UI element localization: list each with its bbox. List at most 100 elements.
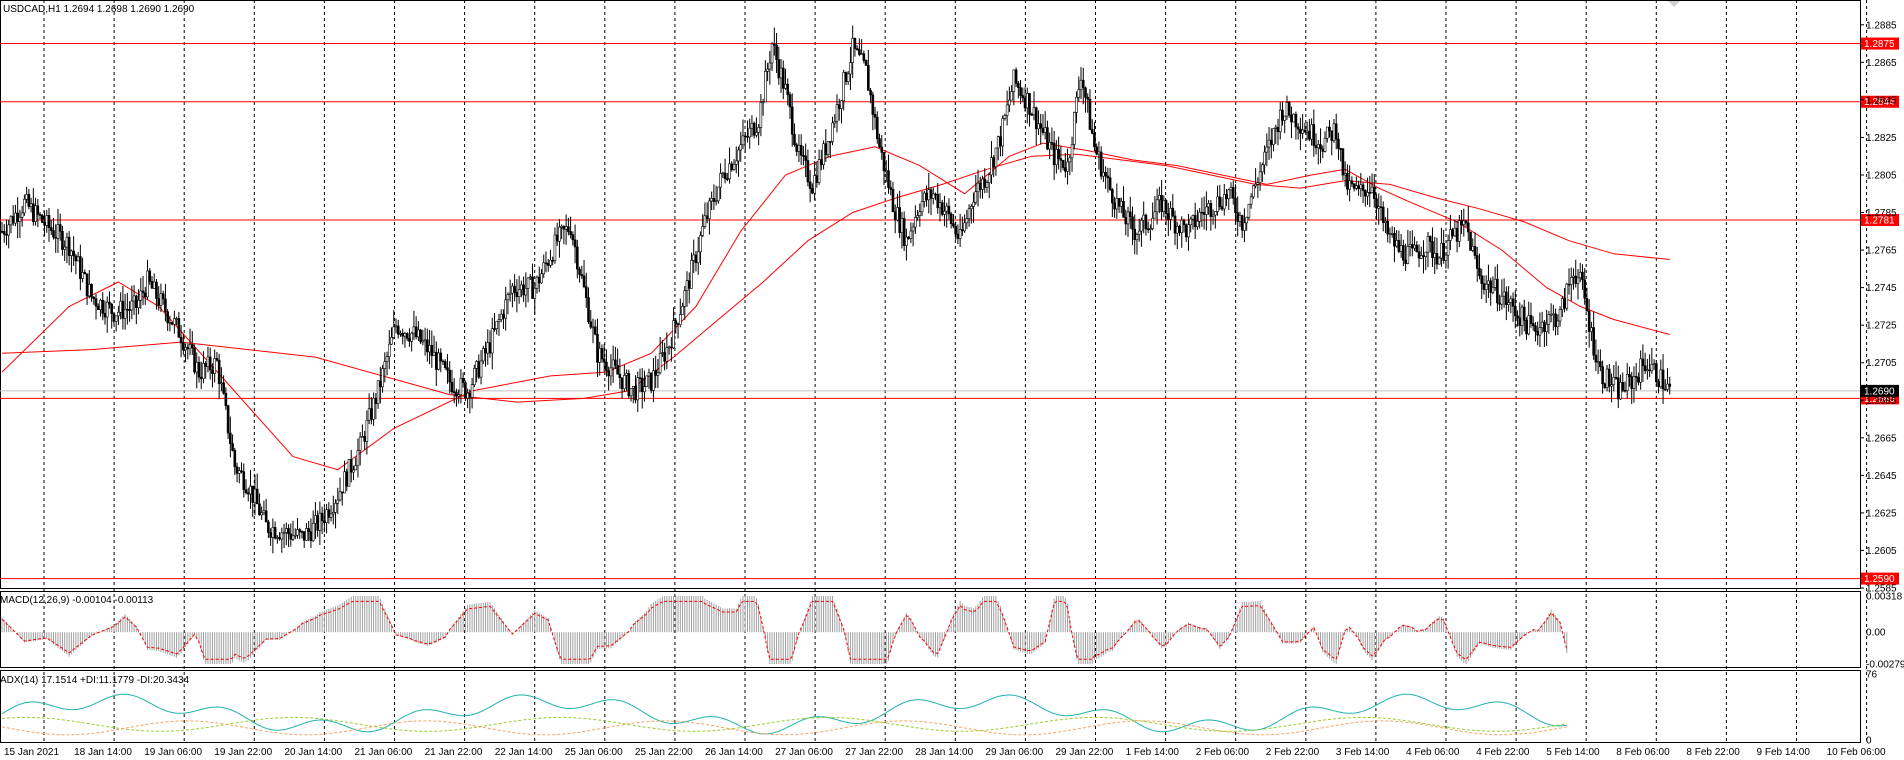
candle-body (184, 347, 187, 351)
candle-body (1578, 271, 1582, 279)
candle-body (983, 178, 987, 188)
candle-body (1498, 302, 1501, 305)
candle-body (88, 283, 91, 297)
candle-body (1225, 194, 1228, 200)
candle-body (627, 373, 631, 397)
candle-body (589, 321, 593, 328)
candle-body (828, 141, 832, 143)
candle-body (649, 372, 653, 391)
candle-body (1205, 206, 1208, 215)
candle-body (96, 305, 100, 310)
candle-body (1034, 107, 1038, 130)
candle-body (1218, 196, 1222, 207)
candle-body (352, 469, 355, 473)
candle-body (493, 328, 496, 330)
candle-body (1299, 128, 1302, 134)
candle-body (405, 333, 409, 339)
candle-body (842, 72, 846, 102)
candle-body (1070, 144, 1074, 159)
scroll-marker-icon[interactable] (1668, 1, 1680, 7)
candle-body (1043, 127, 1047, 133)
candle-body (143, 292, 147, 298)
candle-body (1200, 211, 1204, 214)
candle-body (1332, 123, 1336, 141)
candle-body (1599, 361, 1602, 368)
candle-body (137, 299, 140, 309)
candle-body (784, 83, 787, 89)
candle-body (806, 160, 810, 183)
candle-body (1648, 369, 1651, 372)
candle-body (193, 347, 196, 373)
candle-body (105, 301, 109, 318)
candle-body (1552, 313, 1555, 316)
candle-body (732, 164, 736, 171)
candle-body (85, 273, 89, 297)
candle-body (797, 144, 801, 152)
candle-body (72, 250, 75, 257)
candle-body (1359, 184, 1363, 189)
candle-body (408, 338, 411, 342)
candle-body (329, 513, 333, 518)
time-tick-label: 27 Jan 06:00 (775, 747, 833, 758)
time-tick-label: 29 Jan 22:00 (1056, 747, 1114, 758)
candle-body (1500, 295, 1504, 305)
candle-body (1292, 113, 1295, 123)
candle-body (611, 359, 615, 369)
candle-body (240, 470, 243, 473)
price-tick-label: 1.2845 (1866, 95, 1897, 106)
candle-body (419, 329, 422, 343)
candle-body (376, 380, 380, 404)
time-tick-label: 4 Feb 06:00 (1406, 747, 1460, 758)
candle-body (287, 528, 290, 535)
candle-body (121, 300, 125, 319)
candle-body (316, 515, 319, 531)
candle-body (1041, 127, 1045, 133)
candle-body (461, 378, 465, 383)
candle-body (385, 356, 389, 362)
candle-body (526, 277, 530, 289)
candle-body (1012, 69, 1016, 92)
candle-body (233, 450, 237, 468)
current-price-label: 1.2690 (1864, 386, 1895, 397)
candle-body (311, 523, 315, 541)
candle-body (1249, 196, 1253, 205)
candle-body (2, 231, 6, 235)
candle-body (875, 116, 879, 139)
candle-body (974, 191, 978, 203)
candle-body (647, 372, 651, 377)
candle-body (499, 313, 503, 320)
candle-body (934, 193, 937, 196)
candle-body (1368, 192, 1372, 194)
price-tick-label: 1.2865 (1866, 58, 1897, 69)
candle-body (674, 320, 678, 324)
candle-body (956, 233, 960, 239)
candle-body (1540, 321, 1544, 328)
candle-body (237, 470, 241, 474)
candle-body (1111, 189, 1114, 204)
price-tick-label: 1.2765 (1866, 246, 1897, 257)
candle-body (1243, 222, 1246, 231)
candle-body (972, 202, 975, 207)
candle-body (159, 293, 163, 306)
time-tick-label: 19 Jan 22:00 (214, 747, 272, 758)
candle-body (1464, 220, 1468, 224)
candle-body (1272, 128, 1275, 145)
candle-body (1095, 146, 1098, 155)
candle-body (1480, 275, 1484, 284)
time-tick-label: 9 Feb 14:00 (1757, 747, 1811, 758)
candle-body (1415, 244, 1419, 253)
candle-body (479, 360, 483, 378)
candle-body (779, 67, 783, 79)
candle-body (1175, 225, 1179, 234)
candle-body (34, 205, 37, 222)
candle-body (202, 362, 205, 379)
level-tag (1861, 572, 1899, 585)
candle-body (399, 333, 402, 335)
candle-body (1003, 115, 1007, 119)
candle-body (278, 537, 281, 540)
candle-body (1303, 129, 1307, 133)
candle-body (1236, 212, 1240, 222)
candle-body (155, 281, 158, 299)
horizontal-levels[interactable]: 1.2875 1.2844 1.2781 1.2686 1.2590 1.2690 (0, 37, 1899, 586)
